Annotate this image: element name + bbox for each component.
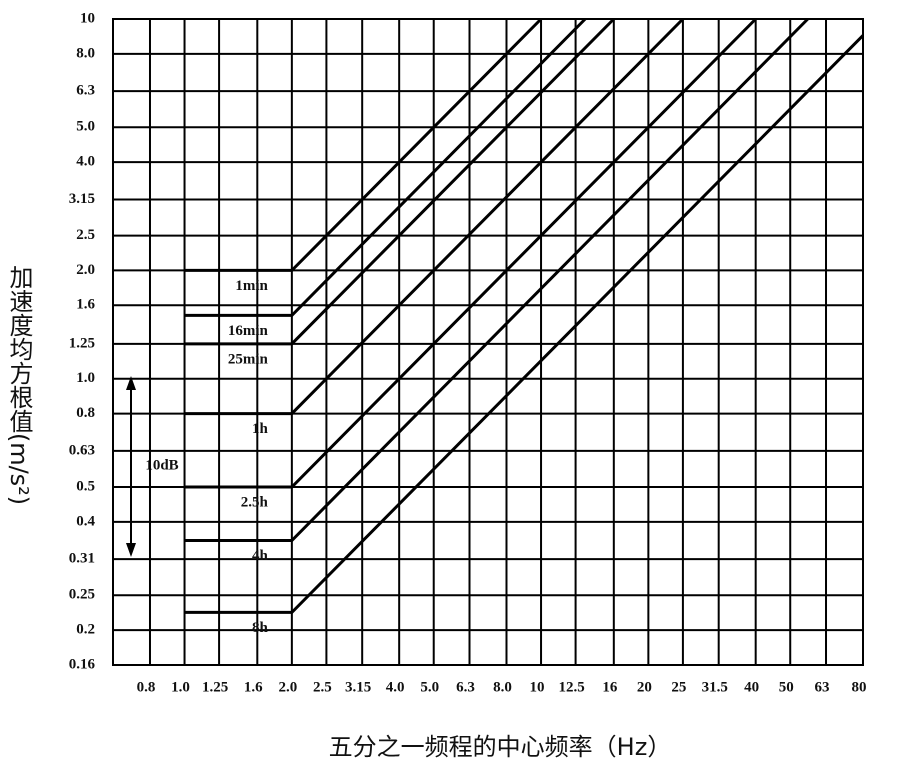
y-tick-label: 0.31 <box>69 551 95 567</box>
x-tick-label: 50 <box>779 679 794 695</box>
y-tick-label: 0.2 <box>76 622 95 638</box>
series-label: 25min <box>228 351 269 367</box>
x-tick-label: 5.0 <box>420 679 439 695</box>
y-axis-label: 加速度均方根值(m/s²) <box>5 265 33 505</box>
series-label: 1h <box>252 421 269 437</box>
series-line <box>184 17 809 543</box>
series-line <box>184 34 865 614</box>
series-label: 8h <box>252 620 269 636</box>
series-label: 2.5h <box>241 494 269 510</box>
y-tick-label: 8.0 <box>76 45 95 61</box>
y-tick-label: 2.0 <box>76 262 95 278</box>
y-tick-label: 4.0 <box>76 154 95 170</box>
series-line <box>184 17 684 416</box>
y-tick-label: 0.8 <box>76 405 95 421</box>
x-tick-label: 12.5 <box>558 679 584 695</box>
x-tick-label: 10 <box>530 679 545 695</box>
series-line <box>184 17 757 489</box>
series-line <box>184 17 587 317</box>
x-tick-label: 16 <box>602 679 618 695</box>
x-tick-label: 0.8 <box>137 679 156 695</box>
x-tick-label: 25 <box>671 679 686 695</box>
x-tick-label: 2.5 <box>313 679 332 695</box>
x-tick-label: 8.0 <box>493 679 512 695</box>
x-tick-label: 6.3 <box>456 679 475 695</box>
y-tick-label: 0.25 <box>69 587 95 603</box>
y-tick-label: 0.16 <box>69 656 96 672</box>
y-tick-label: 0.63 <box>69 442 95 458</box>
y-tick-label: 10 <box>80 10 95 26</box>
series-line <box>184 17 615 346</box>
x-tick-label: 3.15 <box>345 679 371 695</box>
y-tick-label: 2.5 <box>76 227 95 243</box>
annotation: 10dB <box>145 457 178 473</box>
x-tick-label: 4.0 <box>386 679 405 695</box>
y-tick-label: 1.6 <box>76 297 95 313</box>
y-tick-label: 1.25 <box>69 335 95 351</box>
series-label: 1min <box>235 278 268 294</box>
x-axis-label: 五分之一频程的中心频率（Hz） <box>329 733 672 761</box>
y-tick-label: 5.0 <box>76 119 95 135</box>
x-tick-label: 20 <box>637 679 652 695</box>
x-tick-label: 1.0 <box>171 679 190 695</box>
x-tick-label: 31.5 <box>702 679 728 695</box>
x-tick-label: 2.0 <box>278 679 297 695</box>
series-label: 16min <box>228 323 269 339</box>
y-tick-label: 0.4 <box>76 513 95 529</box>
y-tick-label: 1.0 <box>76 370 95 386</box>
y-tick-label: 0.5 <box>76 478 95 494</box>
x-tick-label: 40 <box>744 679 759 695</box>
x-tick-label: 63 <box>815 679 830 695</box>
x-tick-label: 1.6 <box>244 679 263 695</box>
series-label: 4h <box>252 548 269 564</box>
y-tick-label: 6.3 <box>76 83 95 99</box>
x-tick-label: 1.25 <box>202 679 228 695</box>
x-tick-label: 80 <box>852 679 867 695</box>
series-line <box>184 17 543 272</box>
y-tick-label: 3.15 <box>69 191 95 207</box>
